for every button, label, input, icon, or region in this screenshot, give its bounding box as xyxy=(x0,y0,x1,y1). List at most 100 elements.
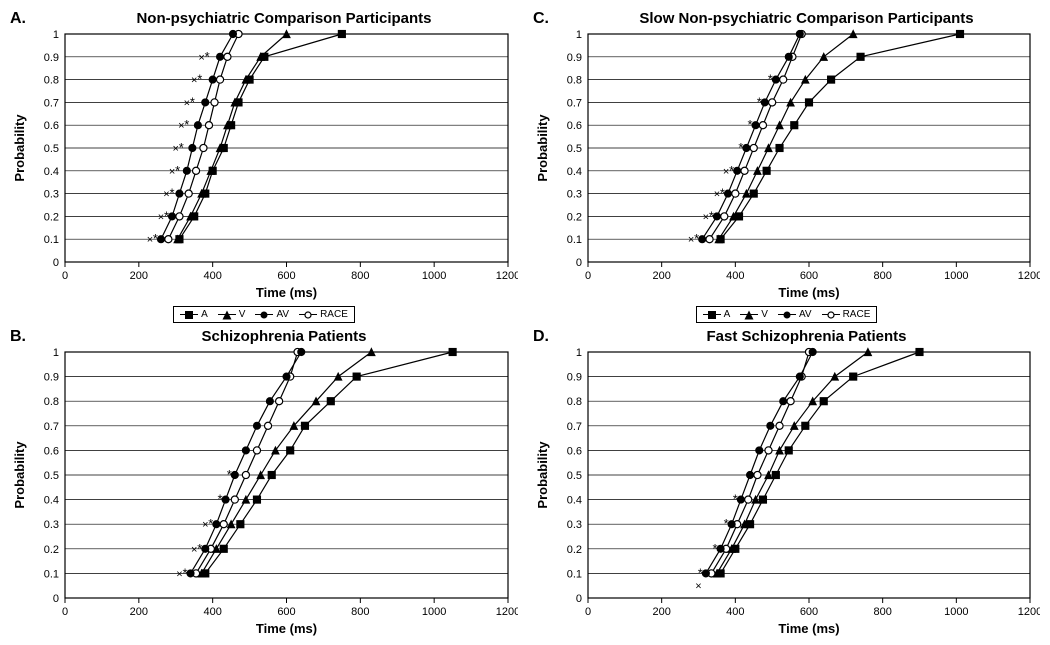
svg-text:800: 800 xyxy=(873,606,891,618)
svg-text:0: 0 xyxy=(585,606,591,618)
svg-text:*: * xyxy=(757,94,762,109)
svg-text:*: * xyxy=(170,186,175,201)
svg-text:200: 200 xyxy=(652,606,670,618)
svg-text:800: 800 xyxy=(873,270,891,282)
legend-line-icon xyxy=(822,314,840,315)
svg-text:800: 800 xyxy=(351,606,369,618)
svg-text:0.5: 0.5 xyxy=(44,470,59,482)
svg-text:1000: 1000 xyxy=(944,606,968,618)
legend-line-icon xyxy=(180,314,198,315)
svg-text:0.8: 0.8 xyxy=(567,396,582,408)
legend-line-icon xyxy=(299,314,317,315)
legend-item-race: RACE xyxy=(299,309,348,320)
legend-marker-icon xyxy=(222,310,231,319)
panel-d-letter: D. xyxy=(533,328,553,346)
svg-text:600: 600 xyxy=(277,270,295,282)
svg-text:0.3: 0.3 xyxy=(44,519,59,531)
svg-text:0.8: 0.8 xyxy=(567,75,582,87)
svg-text:1000: 1000 xyxy=(422,270,446,282)
panel-a: A. Non-psychiatric Comparison Participan… xyxy=(10,10,518,323)
svg-text:*: * xyxy=(709,208,714,223)
svg-text:0.2: 0.2 xyxy=(567,544,582,556)
svg-text:*: * xyxy=(733,492,738,507)
svg-text:0.3: 0.3 xyxy=(567,519,582,531)
svg-text:Probability: Probability xyxy=(12,114,27,182)
legend-marker-icon xyxy=(185,311,193,319)
panel-d-header: D. Fast Schizophrenia Patients xyxy=(533,328,1040,347)
legend-line-icon xyxy=(703,314,721,315)
svg-text:1: 1 xyxy=(576,29,582,41)
panel-c-letter: C. xyxy=(533,10,553,28)
legend-marker-icon xyxy=(827,311,835,319)
legend-label: A xyxy=(724,309,731,320)
svg-text:0.7: 0.7 xyxy=(567,97,582,109)
svg-text:1200: 1200 xyxy=(1018,606,1040,618)
svg-text:*: * xyxy=(729,163,734,178)
svg-text:0.8: 0.8 xyxy=(44,75,59,87)
svg-text:0.9: 0.9 xyxy=(44,52,59,64)
panel-b-header: B. Schizophrenia Patients xyxy=(10,328,518,347)
legend-label: RACE xyxy=(843,309,871,320)
svg-text:0.9: 0.9 xyxy=(44,372,59,384)
svg-text:0.6: 0.6 xyxy=(567,120,582,132)
svg-text:0.9: 0.9 xyxy=(567,372,582,384)
panel-a-letter: A. xyxy=(10,10,30,28)
svg-text:*: * xyxy=(190,94,195,109)
legend-marker-icon xyxy=(745,310,754,319)
svg-text:400: 400 xyxy=(203,270,221,282)
svg-text:0: 0 xyxy=(585,270,591,282)
svg-text:Probability: Probability xyxy=(12,441,27,509)
svg-text:Probability: Probability xyxy=(535,441,550,509)
svg-text:1: 1 xyxy=(576,347,582,359)
svg-text:*: * xyxy=(175,163,180,178)
legend-label: AV xyxy=(799,309,812,320)
svg-text:*: * xyxy=(724,516,729,531)
svg-text:Probability: Probability xyxy=(535,114,550,182)
svg-text:*: * xyxy=(768,72,773,87)
legend-item-a: A xyxy=(180,309,208,320)
svg-text:Time (ms): Time (ms) xyxy=(778,285,839,300)
svg-text:Time (ms): Time (ms) xyxy=(256,285,317,300)
svg-text:0.9: 0.9 xyxy=(567,52,582,64)
panel-a-title: Non-psychiatric Comparison Participants xyxy=(50,10,518,27)
legend-marker-icon xyxy=(304,311,312,319)
svg-text:*: * xyxy=(184,117,189,132)
svg-text:*: * xyxy=(164,208,169,223)
svg-text:0.4: 0.4 xyxy=(567,166,582,178)
svg-text:0.5: 0.5 xyxy=(567,143,582,155)
legend-label: V xyxy=(761,309,768,320)
svg-text:1: 1 xyxy=(53,347,59,359)
panel-d: D. Fast Schizophrenia Patients 00.10.20.… xyxy=(533,328,1040,638)
panel-b-plot: 00.10.20.30.40.50.60.70.80.9102004006008… xyxy=(10,347,518,638)
svg-text:0.4: 0.4 xyxy=(567,495,582,507)
panel-b: B. Schizophrenia Patients 00.10.20.30.40… xyxy=(10,328,518,638)
svg-text:0.4: 0.4 xyxy=(44,495,59,507)
svg-text:Time (ms): Time (ms) xyxy=(778,621,839,636)
svg-text:0.5: 0.5 xyxy=(44,143,59,155)
svg-text:0.2: 0.2 xyxy=(567,211,582,223)
legend-label: RACE xyxy=(320,309,348,320)
svg-text:1000: 1000 xyxy=(944,270,968,282)
panel-c-legend: AVAVRACE xyxy=(696,306,878,323)
svg-text:0: 0 xyxy=(576,593,582,605)
svg-text:*: * xyxy=(179,140,184,155)
svg-text:0.7: 0.7 xyxy=(44,421,59,433)
svg-text:600: 600 xyxy=(800,270,818,282)
svg-text:0: 0 xyxy=(62,606,68,618)
svg-text:*: * xyxy=(738,140,743,155)
svg-text:0.2: 0.2 xyxy=(44,544,59,556)
panel-b-title: Schizophrenia Patients xyxy=(50,328,518,345)
svg-text:1200: 1200 xyxy=(496,270,518,282)
panel-c-plot: 00.10.20.30.40.50.60.70.80.9102004006008… xyxy=(533,29,1040,302)
svg-text:*: * xyxy=(197,541,202,556)
legend-item-av: AV xyxy=(255,309,289,320)
legend-item-v: V xyxy=(740,309,768,320)
svg-text:0.6: 0.6 xyxy=(44,120,59,132)
panel-a-header: A. Non-psychiatric Comparison Participan… xyxy=(10,10,518,29)
svg-text:400: 400 xyxy=(726,606,744,618)
svg-text:*: * xyxy=(218,492,223,507)
panel-a-plot: 00.10.20.30.40.50.60.70.80.9102004006008… xyxy=(10,29,518,302)
figure-grid: A. Non-psychiatric Comparison Participan… xyxy=(10,10,1040,635)
legend-marker-icon xyxy=(260,311,268,319)
svg-text:0: 0 xyxy=(576,257,582,269)
